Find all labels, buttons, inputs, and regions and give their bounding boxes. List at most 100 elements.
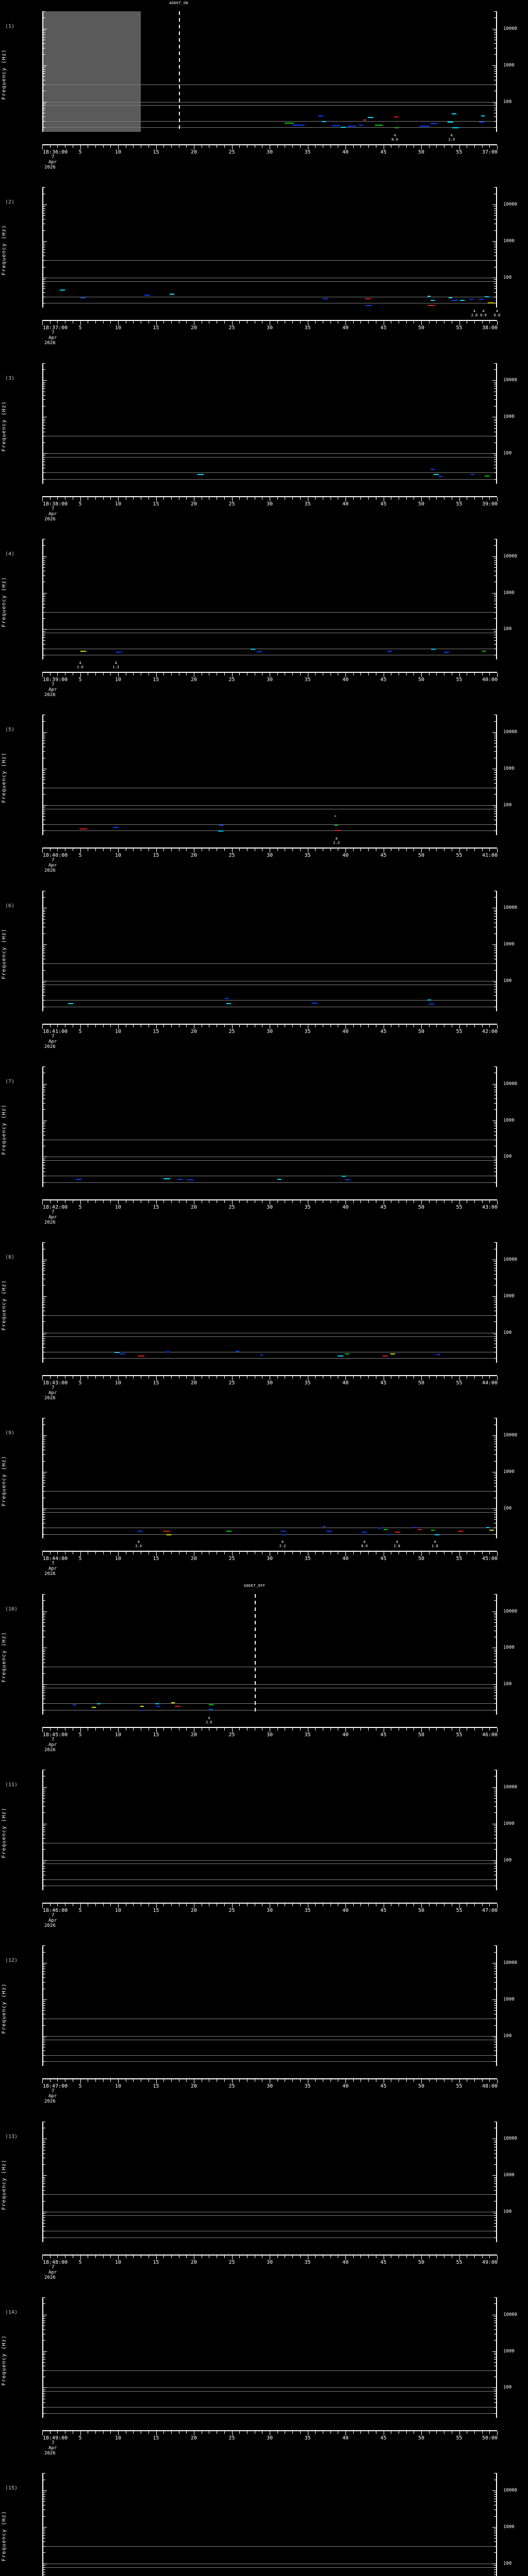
- gridline: [42, 2406, 497, 2408]
- time-tick: [50, 1552, 51, 1555]
- right-y-axis: [496, 715, 497, 836]
- date-stamp: 7 Apr 2026: [44, 1210, 57, 1225]
- y-tick: [43, 2501, 45, 2502]
- detection-track: [428, 304, 435, 306]
- y-tick-label-right: 1000: [503, 239, 515, 244]
- time-tick: [368, 1727, 369, 1731]
- time-tick-label: 30: [266, 853, 273, 859]
- time-tick: [246, 2079, 248, 2082]
- time-tick-label: 5: [78, 2083, 82, 2090]
- event-marker-label: ADDET_OFF: [243, 1583, 266, 1588]
- time-tick: [353, 1200, 354, 1203]
- detection-track: [430, 468, 435, 470]
- detection-track: [209, 1704, 214, 1706]
- y-tick: [494, 279, 496, 280]
- time-tick: [110, 321, 111, 324]
- detection-track: [96, 1703, 101, 1705]
- y-tick: [494, 1270, 496, 1272]
- time-tick: [345, 1904, 346, 1908]
- time-tick: [489, 2255, 490, 2258]
- time-tick: [80, 1376, 81, 1381]
- time-tick-label: 30: [266, 2083, 273, 2090]
- time-tick: [345, 1727, 346, 1732]
- time-tick-label: 5: [78, 676, 82, 683]
- time-tick-label: 5: [78, 1732, 82, 1738]
- time-tick: [360, 497, 361, 500]
- y-tick: [494, 2329, 496, 2330]
- y-tick: [492, 2351, 496, 2352]
- detection-track: [169, 294, 174, 295]
- y-tick: [43, 1849, 45, 1850]
- detection-track: [427, 295, 431, 297]
- y-tick-label-right: 100: [503, 802, 512, 808]
- detection-track: [137, 1530, 143, 1532]
- time-tick-label: 50: [418, 2083, 425, 2090]
- y-tick: [43, 596, 45, 597]
- y-tick: [43, 560, 45, 561]
- right-y-axis: [496, 187, 497, 308]
- y-tick: [494, 963, 496, 964]
- time-tick: [50, 1727, 51, 1731]
- y-tick-label-right: 10000: [503, 2488, 518, 2493]
- time-tick: [489, 1552, 490, 1555]
- y-tick: [43, 1945, 45, 1946]
- time-tick: [474, 497, 475, 500]
- time-tick: [421, 1024, 422, 1029]
- time-tick: [224, 849, 225, 852]
- time-tick: [436, 1904, 437, 1906]
- y-tick: [494, 2144, 496, 2145]
- time-tick-label: 55: [456, 1380, 463, 1386]
- time-axis-start-label: 18:38:00: [43, 501, 68, 507]
- time-tick: [406, 2079, 407, 2082]
- time-tick: [232, 497, 233, 501]
- y-tick: [43, 2005, 45, 2006]
- y-tick: [43, 2318, 45, 2319]
- time-tick: [421, 321, 422, 326]
- time-tick-label: 20: [190, 149, 197, 155]
- y-tick: [43, 751, 45, 752]
- y-tick: [494, 916, 496, 917]
- time-tick: [482, 672, 483, 675]
- y-tick: [43, 1334, 45, 1335]
- annotation-value: 2.8: [471, 313, 478, 318]
- gridline: [42, 2194, 497, 2195]
- time-tick: [368, 497, 369, 500]
- time-tick: [292, 497, 293, 500]
- y-tick: [43, 2061, 45, 2062]
- gridline: [42, 105, 497, 106]
- time-axis-end-label: 49:00: [482, 2259, 498, 2265]
- time-tick: [110, 1024, 111, 1027]
- time-tick: [232, 2431, 233, 2435]
- y-tick: [43, 2001, 45, 2002]
- time-tick: [224, 2079, 225, 2082]
- time-tick: [224, 145, 225, 148]
- y-tick: [494, 2215, 496, 2216]
- time-tick: [246, 1552, 248, 1555]
- y-tick: [494, 1945, 496, 1946]
- y-tick: [494, 1338, 496, 1339]
- y-tick: [494, 2044, 496, 2045]
- time-tick: [497, 1024, 498, 1029]
- time-tick: [103, 321, 104, 324]
- time-tick: [277, 321, 278, 324]
- detection-track: [326, 1530, 332, 1532]
- time-tick: [232, 1727, 233, 1732]
- y-tick: [43, 2357, 45, 2358]
- time-tick-label: 10: [114, 1732, 122, 1738]
- time-tick: [360, 1904, 361, 1906]
- y-tick: [43, 187, 45, 188]
- time-tick-label: 40: [342, 2435, 349, 2441]
- y-tick: [43, 1473, 45, 1475]
- time-tick: [103, 2255, 104, 2258]
- y-tick: [43, 2010, 45, 2011]
- detection-track: [285, 122, 294, 124]
- y-tick: [43, 1868, 45, 1869]
- time-tick-label: 20: [190, 501, 197, 507]
- time-tick: [368, 2079, 369, 2082]
- y-tick: [43, 1304, 45, 1305]
- y-tick: [494, 187, 496, 188]
- time-tick: [232, 2255, 233, 2260]
- y-tick: [43, 1103, 45, 1104]
- time-tick: [118, 1376, 119, 1381]
- y-tick: [43, 2226, 45, 2227]
